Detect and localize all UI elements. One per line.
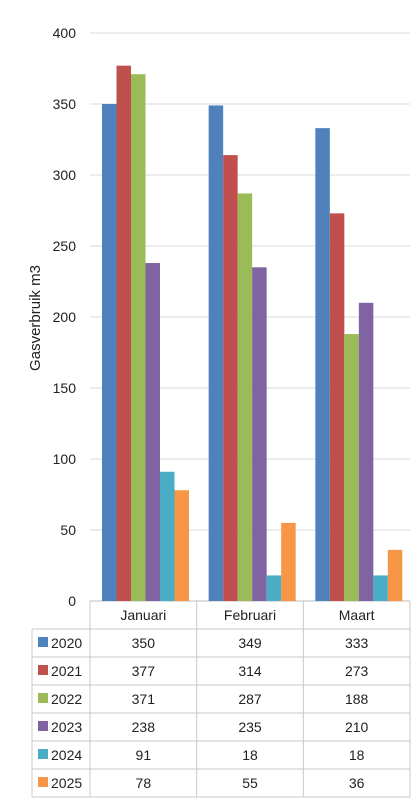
legend-swatch-2022 xyxy=(38,693,48,703)
table-cell: 349 xyxy=(238,635,262,651)
y-tick-label: 350 xyxy=(53,96,77,112)
bar-2023-februari xyxy=(252,267,267,601)
table-cell: 78 xyxy=(136,775,152,791)
table-cell: 18 xyxy=(242,747,258,763)
bar-2022-maart xyxy=(344,334,359,601)
table-cell: 18 xyxy=(349,747,365,763)
legend-swatch-2023 xyxy=(38,721,48,731)
y-tick-label: 300 xyxy=(53,167,77,183)
table-cell: 333 xyxy=(345,635,369,651)
bar-2025-januari xyxy=(174,490,189,601)
bar-2024-maart xyxy=(373,575,388,601)
bar-2022-januari xyxy=(131,74,146,602)
bar-2020-maart xyxy=(315,128,330,601)
bar-2021-maart xyxy=(329,213,345,601)
legend-label: 2025 xyxy=(51,775,82,791)
table-cell: 238 xyxy=(132,719,156,735)
legend-label: 2022 xyxy=(51,691,82,707)
legend-label: 2021 xyxy=(51,663,82,679)
y-tick-label: 200 xyxy=(53,309,77,325)
y-tick-label: 400 xyxy=(53,25,77,41)
bar-2020-februari xyxy=(208,105,224,602)
y-tick-label: 50 xyxy=(60,522,76,538)
legend-swatch-2020 xyxy=(38,637,48,647)
table-cell: 314 xyxy=(238,663,262,679)
bar-2020-januari xyxy=(102,104,117,601)
legend-label: 2020 xyxy=(51,635,82,651)
bar-2023-maart xyxy=(358,302,374,601)
y-axis-label: Gasverbruik m3 xyxy=(27,265,44,371)
data-table: Januari Februari Maart 2020 350 349 333 2021 377… xyxy=(31,601,411,798)
bar-2022-februari xyxy=(237,193,253,601)
table-cell: 91 xyxy=(136,747,152,763)
legend-swatch-2021 xyxy=(38,665,48,675)
table-cell: 350 xyxy=(132,635,156,651)
table-cell: 287 xyxy=(238,691,262,707)
bars xyxy=(102,65,403,602)
category-label: Januari xyxy=(120,607,166,623)
table-cell: 55 xyxy=(242,775,258,791)
table-cell: 210 xyxy=(345,719,369,735)
y-tick-label: 150 xyxy=(53,380,77,396)
bar-2025-maart xyxy=(387,549,403,601)
legend-label: 2023 xyxy=(51,719,82,735)
table-cell: 377 xyxy=(132,663,156,679)
table-cell: 371 xyxy=(132,691,156,707)
bar-2023-januari xyxy=(145,263,160,601)
category-label: Maart xyxy=(339,607,375,623)
legend-swatch-2025 xyxy=(38,777,48,787)
table-cell: 188 xyxy=(345,691,369,707)
bar-2025-februari xyxy=(281,522,296,601)
y-tick-label: 0 xyxy=(68,593,76,609)
y-tick-label: 100 xyxy=(53,451,77,467)
legend-label: 2024 xyxy=(51,747,82,763)
table-cell: 36 xyxy=(349,775,365,791)
bar-2021-januari xyxy=(116,65,131,601)
y-axis-ticks: 0 50 100 150 200 250 300 350 400 xyxy=(53,25,77,609)
y-tick-label: 250 xyxy=(53,238,77,254)
bar-2024-februari xyxy=(266,575,282,601)
table-cell: 273 xyxy=(345,663,369,679)
category-label: Februari xyxy=(224,607,276,623)
table-cell: 235 xyxy=(238,719,262,735)
legend-swatch-2024 xyxy=(38,749,48,759)
bar-2024-januari xyxy=(160,471,175,601)
bar-2021-februari xyxy=(223,155,238,601)
